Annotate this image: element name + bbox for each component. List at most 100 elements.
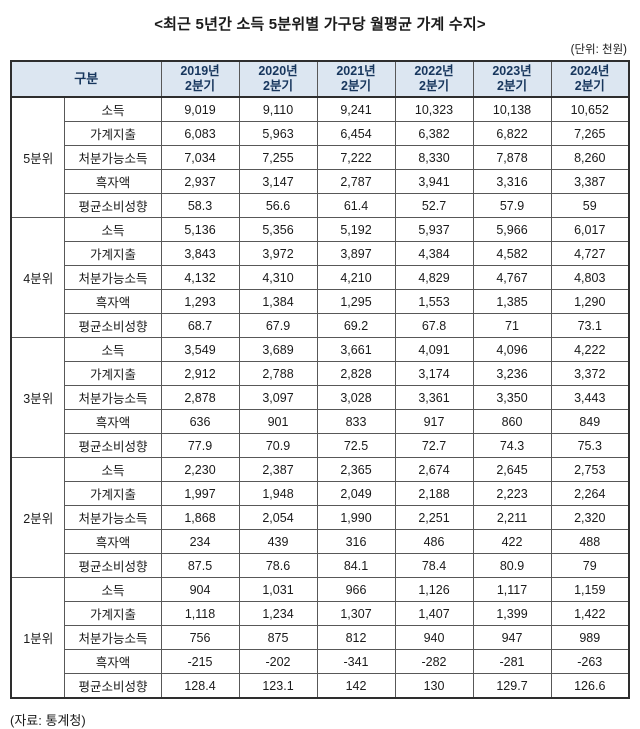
value-cell: 1,990: [316, 505, 396, 530]
value-cell: 10,652: [550, 96, 630, 122]
value-cell: 1,553: [394, 289, 474, 314]
value-cell: 1,422: [550, 601, 630, 626]
value-cell: 52.7: [394, 193, 474, 218]
value-cell: 2,223: [472, 481, 552, 506]
category-cell: 흑자액: [64, 289, 162, 314]
value-cell: 940: [394, 625, 474, 650]
value-cell: 2,251: [394, 505, 474, 530]
value-cell: 6,454: [316, 121, 396, 146]
value-cell: 2,188: [394, 481, 474, 506]
corner-header: 구분: [10, 60, 162, 98]
value-cell: 7,878: [472, 145, 552, 170]
value-cell: 1,159: [550, 577, 630, 602]
value-cell: 3,236: [472, 361, 552, 386]
value-cell: 1,384: [238, 289, 318, 314]
value-cell: 58.3: [160, 193, 240, 218]
value-cell: 67.9: [238, 313, 318, 338]
category-cell: 흑자액: [64, 409, 162, 434]
table-row: 처분가능소득 2,878 3,097 3,028 3,361 3,350 3,443: [11, 385, 630, 410]
category-cell: 평균소비성향: [64, 673, 162, 699]
value-cell: -281: [472, 649, 552, 674]
value-cell: 73.1: [550, 313, 630, 338]
value-cell: 3,097: [238, 385, 318, 410]
value-cell: 3,843: [160, 241, 240, 266]
category-cell: 가계지출: [64, 601, 162, 626]
value-cell: 56.6: [238, 193, 318, 218]
value-cell: 1,234: [238, 601, 318, 626]
value-cell: 439: [238, 529, 318, 554]
value-cell: 1,399: [472, 601, 552, 626]
value-cell: 3,372: [550, 361, 630, 386]
category-cell: 가계지출: [64, 241, 162, 266]
value-cell: -202: [238, 649, 318, 674]
value-cell: 1,295: [316, 289, 396, 314]
value-cell: 4,384: [394, 241, 474, 266]
value-cell: 10,138: [472, 96, 552, 122]
value-cell: 2,320: [550, 505, 630, 530]
value-cell: 989: [550, 625, 630, 650]
quintile-cell: 1분위: [10, 577, 66, 699]
table-row: 1분위 소득 904 1,031 966 1,126 1,117 1,159: [10, 577, 630, 699]
value-cell: 422: [472, 529, 552, 554]
value-cell: 812: [316, 625, 396, 650]
table-row: 3분위 소득 3,549 3,689 3,661 4,091 4,096 4,222: [10, 337, 630, 458]
value-cell: 75.3: [550, 433, 630, 458]
value-cell: 2,828: [316, 361, 396, 386]
value-cell: 72.5: [316, 433, 396, 458]
value-cell: -263: [550, 649, 630, 674]
value-cell: 3,316: [472, 169, 552, 194]
category-cell: 가계지출: [64, 481, 162, 506]
value-cell: 68.7: [160, 313, 240, 338]
value-cell: 78.4: [394, 553, 474, 578]
table-row: 평균소비성향 68.7 67.9 69.2 67.8 71 73.1: [11, 313, 630, 338]
value-cell: 1,031: [238, 577, 318, 602]
category-cell: 가계지출: [64, 361, 162, 386]
value-cell: 128.4: [160, 673, 240, 699]
value-cell: 5,136: [160, 217, 240, 242]
value-cell: 3,147: [238, 169, 318, 194]
value-cell: 488: [550, 529, 630, 554]
category-cell: 평균소비성향: [64, 313, 162, 338]
value-cell: 1,293: [160, 289, 240, 314]
value-cell: 849: [550, 409, 630, 434]
year-header: 2021년 2분기: [316, 60, 396, 98]
value-cell: 3,174: [394, 361, 474, 386]
value-cell: 5,937: [394, 217, 474, 242]
quintile-cell: 5분위: [10, 96, 66, 218]
value-cell: -282: [394, 649, 474, 674]
value-cell: 6,017: [550, 217, 630, 242]
category-cell: 소득: [64, 217, 162, 242]
value-cell: 2,645: [472, 457, 552, 482]
table-row: 가계지출 6,083 5,963 6,454 6,382 6,822 7,265: [11, 121, 630, 146]
value-cell: 6,822: [472, 121, 552, 146]
category-cell: 소득: [64, 457, 162, 482]
value-cell: 4,310: [238, 265, 318, 290]
value-cell: 3,028: [316, 385, 396, 410]
value-cell: 70.9: [238, 433, 318, 458]
table-row: 2분위 소득 2,230 2,387 2,365 2,674 2,645 2,753: [10, 457, 630, 578]
value-cell: 4,096: [472, 337, 552, 362]
category-cell: 소득: [64, 337, 162, 362]
table-row: 처분가능소득 4,132 4,310 4,210 4,829 4,767 4,803: [11, 265, 630, 290]
value-cell: 78.6: [238, 553, 318, 578]
value-cell: 2,788: [238, 361, 318, 386]
category-cell: 처분가능소득: [64, 505, 162, 530]
value-cell: 77.9: [160, 433, 240, 458]
table-row: 평균소비성향 128.4 123.1 142 130 129.7 126.6: [11, 673, 630, 699]
value-cell: 57.9: [472, 193, 552, 218]
value-cell: 6,083: [160, 121, 240, 146]
year-header: 2022년 2분기: [394, 60, 474, 98]
value-cell: 2,937: [160, 169, 240, 194]
value-cell: 2,054: [238, 505, 318, 530]
category-cell: 흑자액: [64, 529, 162, 554]
value-cell: 947: [472, 625, 552, 650]
value-cell: 129.7: [472, 673, 552, 699]
table-row: 평균소비성향 77.9 70.9 72.5 72.7 74.3 75.3: [11, 433, 630, 458]
value-cell: 126.6: [550, 673, 630, 699]
value-cell: 1,868: [160, 505, 240, 530]
value-cell: 4,767: [472, 265, 552, 290]
category-cell: 처분가능소득: [64, 145, 162, 170]
value-cell: 2,387: [238, 457, 318, 482]
category-cell: 평균소비성향: [64, 433, 162, 458]
value-cell: 8,330: [394, 145, 474, 170]
